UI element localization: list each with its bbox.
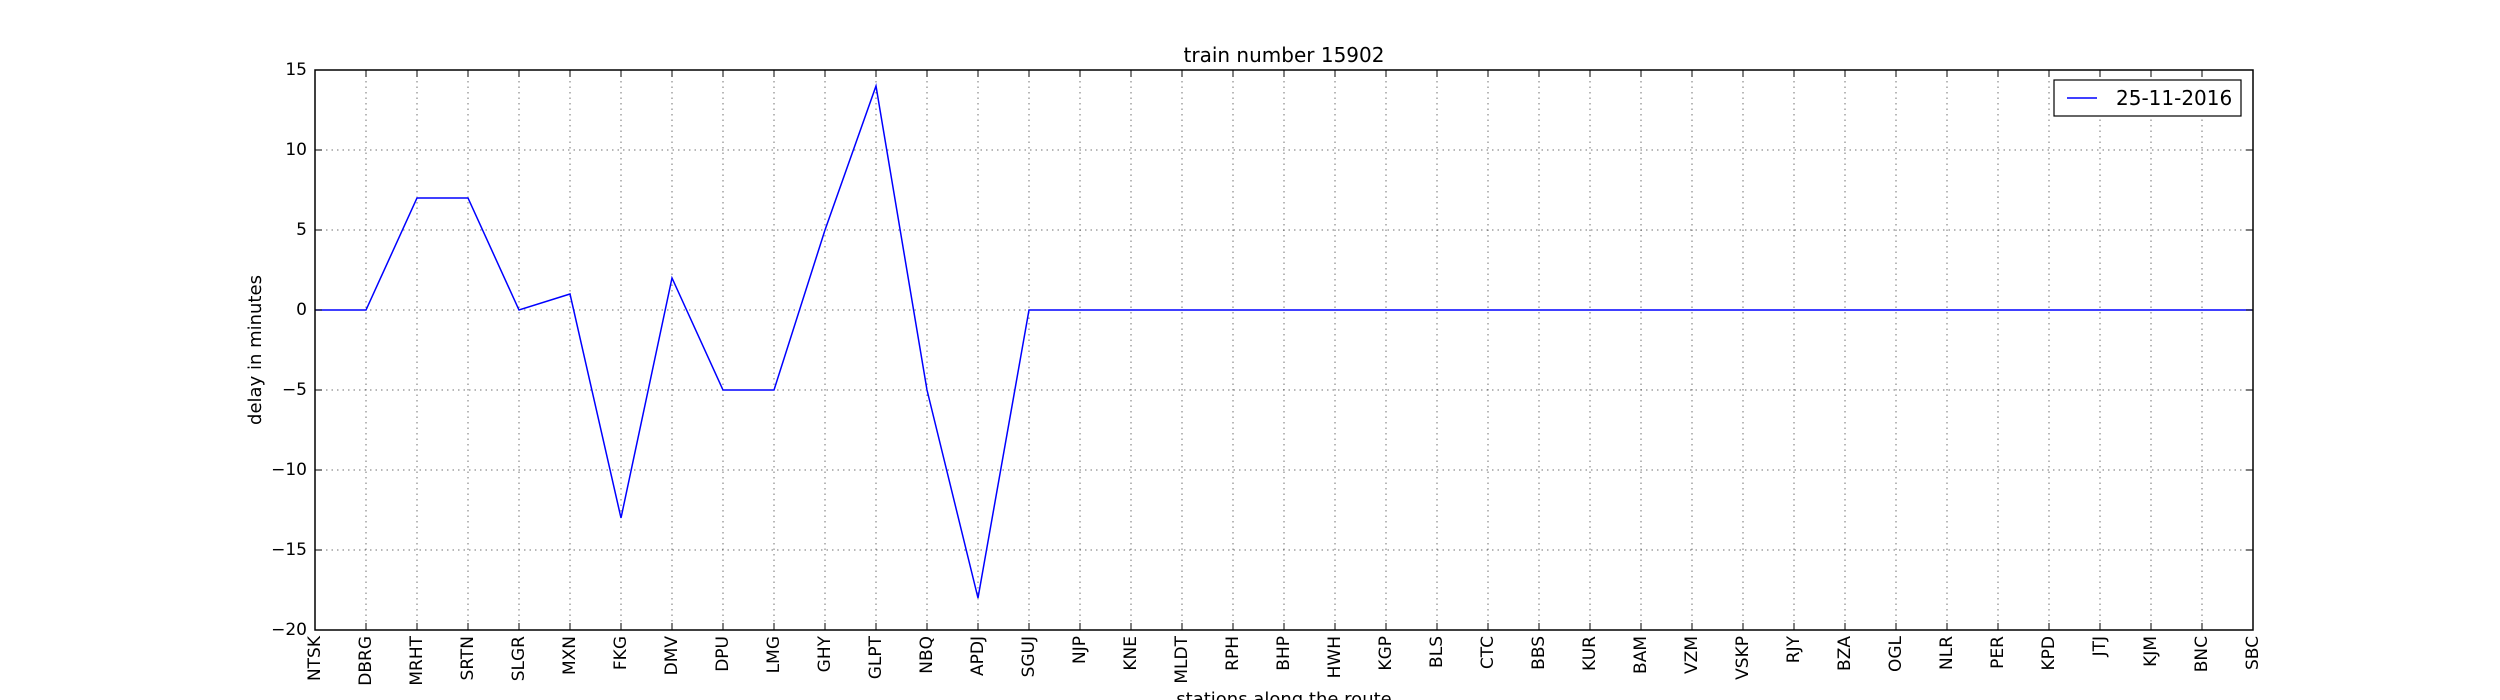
x-tick-label: LMG <box>764 636 784 673</box>
y-tick-label: 5 <box>296 220 307 240</box>
x-tick-label: KJM <box>2141 636 2161 667</box>
x-tick-label: KNE <box>1121 636 1141 671</box>
x-tick-label: DPU <box>713 636 733 672</box>
x-tick-label: JTJ <box>2090 636 2110 657</box>
x-tick-label: BNC <box>2192 636 2212 672</box>
y-tick-label: −10 <box>271 460 307 480</box>
y-tick-label: −15 <box>271 540 307 560</box>
y-tick-label: 10 <box>285 140 307 160</box>
x-tick-label: MXN <box>560 636 580 675</box>
x-tick-label: KGP <box>1376 636 1396 671</box>
x-tick-label: BBS <box>1529 636 1549 670</box>
x-tick-label: MLDT <box>1172 635 1192 683</box>
y-tick-label: −20 <box>271 620 307 640</box>
grid <box>315 70 2253 630</box>
x-tick-label: KUR <box>1580 636 1600 671</box>
x-tick-label: DMV <box>662 636 682 676</box>
ticks: NTSK DBRG MRHT SRTN SLGR MXN FKG DMV DPU LMG GHY GL… <box>271 60 2263 686</box>
series-layer <box>315 83 2253 599</box>
x-tick-label: APDJ <box>968 636 988 676</box>
x-tick-label: SGUJ <box>1019 636 1039 677</box>
x-tick-label: HWH <box>1325 636 1345 678</box>
series-line <box>315 83 2253 599</box>
x-tick-label: OGL <box>1886 635 1906 672</box>
x-tick-label: VSKP <box>1733 636 1753 680</box>
x-tick-label: KPD <box>2039 636 2059 671</box>
x-tick-label: GHY <box>815 635 835 672</box>
x-tick-label: MRHT <box>407 635 427 685</box>
x-tick-label: SRTN <box>458 636 478 680</box>
x-tick-label: PER <box>1988 636 2008 669</box>
x-tick-label: RPH <box>1223 636 1243 671</box>
x-tick-label: SBC <box>2243 636 2263 670</box>
x-axis-title: stations along the route <box>1176 689 1391 700</box>
x-tick-label: BLS <box>1427 636 1447 668</box>
x-tick-label: SLGR <box>509 636 529 681</box>
y-tick-label: 0 <box>296 300 307 320</box>
x-tick-label: NJP <box>1070 636 1090 664</box>
x-tick-label: BZA <box>1835 636 1855 671</box>
legend-label: 25-11-2016 <box>2116 86 2232 110</box>
x-tick-label: DBRG <box>356 636 376 686</box>
x-tick-label: GLPT <box>866 635 886 679</box>
x-tick-label: FKG <box>611 636 631 670</box>
y-tick-label: 15 <box>285 60 307 80</box>
legend: 25-11-2016 <box>2053 79 2242 117</box>
x-tick-label: NLR <box>1937 636 1957 670</box>
y-tick-label: −5 <box>282 380 307 400</box>
x-tick-label: BAM <box>1631 636 1651 674</box>
x-tick-label: CTC <box>1478 636 1498 669</box>
y-axis-title: delay in minutes <box>245 275 266 425</box>
x-tick-label: NBQ <box>917 636 937 674</box>
x-tick-label: NTSK <box>305 635 325 681</box>
x-tick-label: VZM <box>1682 636 1702 674</box>
x-tick-label: RJY <box>1784 635 1804 663</box>
chart-title: train number 15902 <box>1184 43 1385 67</box>
x-tick-label: BHP <box>1274 636 1294 671</box>
